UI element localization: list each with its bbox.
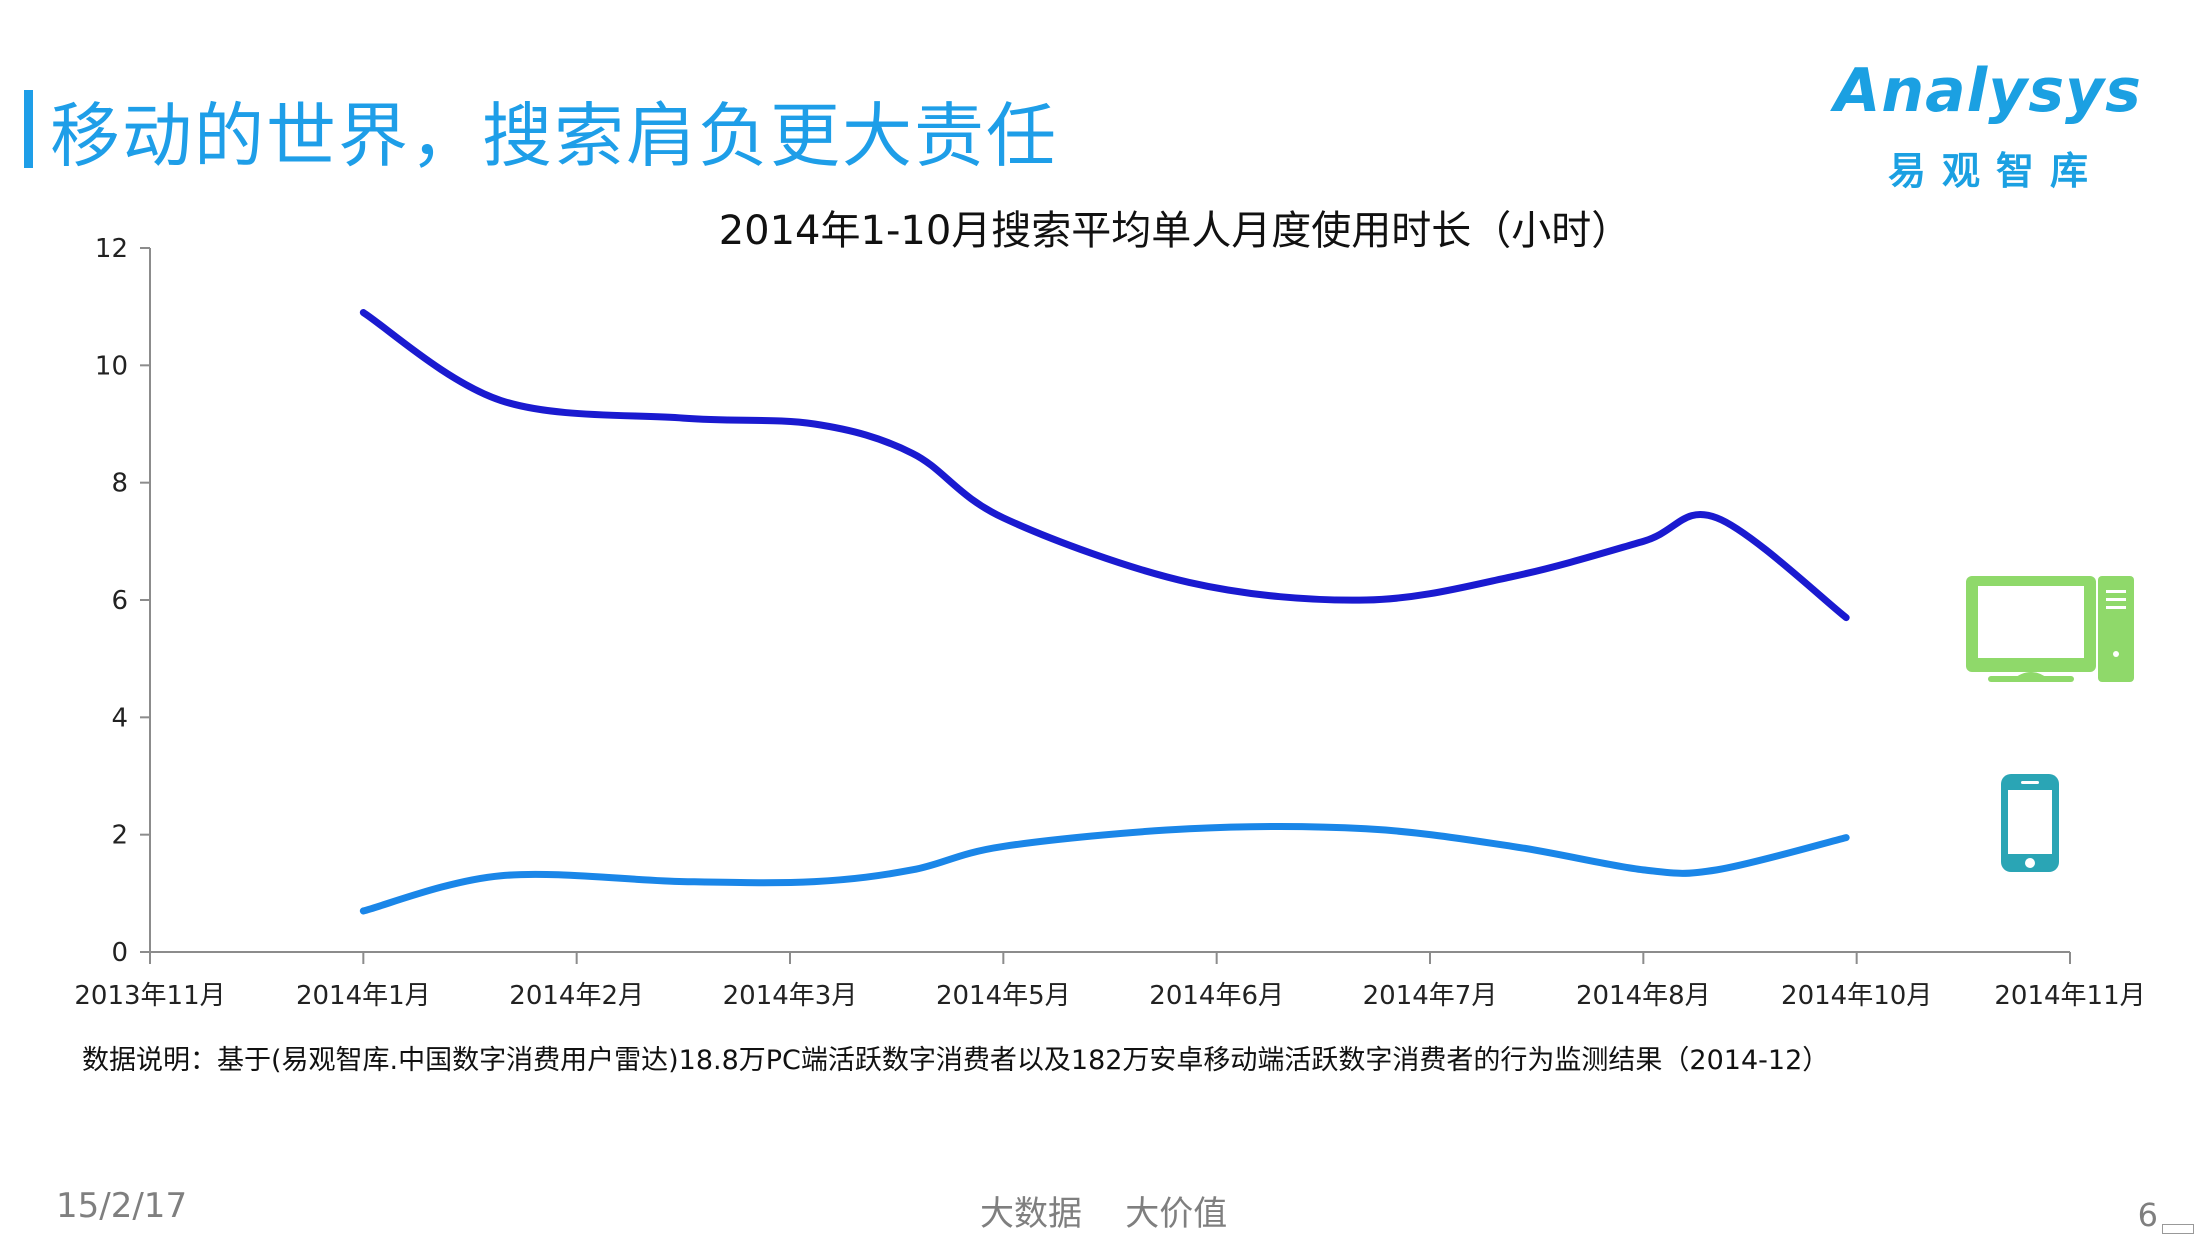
page-number: 6 — [2137, 1196, 2158, 1234]
corner-watermark — [2162, 1224, 2194, 1234]
data-source-note: 数据说明：基于(易观智库.中国数字消费用户雷达)18.8万PC端活跃数字消费者以… — [82, 1045, 1830, 1076]
slide-title: 移动的世界，搜索肩负更大责任 — [50, 95, 1058, 177]
footer-date: 15/2/17 — [56, 1186, 188, 1226]
x-tick-label: 2014年6月 — [1149, 981, 1284, 1011]
logo-subtitle: 易观智库 — [1888, 149, 2105, 193]
logo-wordmark: Analysys — [1834, 56, 2142, 126]
footer-slogan: 大数据 大价值 — [980, 1194, 1228, 1234]
x-tick-label: 2014年3月 — [723, 981, 858, 1011]
x-tick-label: 2014年8月 — [1576, 981, 1711, 1011]
title-accent-bar — [24, 90, 33, 168]
x-tick-label: 2014年7月 — [1363, 981, 1498, 1011]
mobile-series-line — [359, 823, 1850, 915]
x-tick-label: 2014年11月 — [1994, 981, 2145, 1011]
y-tick-label: 10 — [95, 351, 128, 381]
chart-axes: 0 2 4 6 8 10 12 2013年11月 2014年1月 2014年2月 2014年3月 20… — [74, 234, 2145, 1011]
x-tick-label: 2013年11月 — [74, 981, 225, 1011]
desktop-computer-icon — [1966, 576, 2134, 682]
x-tick-label: 2014年1月 — [296, 981, 431, 1011]
smartphone-icon — [2001, 774, 2059, 872]
chart-title: 2014年1-10月搜索平均单人月度使用时长（小时） — [719, 208, 1632, 254]
y-tick-label: 4 — [111, 703, 128, 733]
y-tick-label: 12 — [95, 234, 128, 264]
y-tick-label: 2 — [111, 821, 128, 851]
y-tick-label: 8 — [111, 469, 128, 499]
y-tick-label: 6 — [111, 586, 128, 616]
chart-series — [359, 309, 1850, 915]
x-tick-label: 2014年10月 — [1781, 981, 1932, 1011]
y-tick-label: 0 — [111, 938, 128, 968]
x-tick-label: 2014年5月 — [936, 981, 1071, 1011]
analysys-logo: Analysys 易观智库 — [1820, 56, 2150, 196]
pc-series-line — [359, 309, 1850, 622]
x-tick-label: 2014年2月 — [509, 981, 644, 1011]
